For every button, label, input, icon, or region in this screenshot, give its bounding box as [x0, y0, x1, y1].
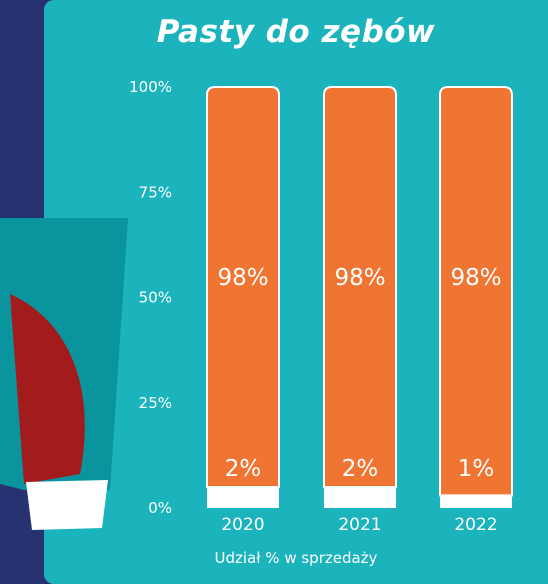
tube-swoosh — [10, 294, 85, 484]
bar-segment-bottom — [440, 495, 512, 508]
bars: 98% 2% 98% 2% 98% 1% — [206, 86, 513, 508]
category-label: 2021 — [338, 515, 381, 535]
bar-label-top: 98% — [217, 265, 268, 291]
y-tick-label: 50% — [139, 289, 172, 307]
category-label: 2020 — [221, 515, 264, 535]
bar-segment-top — [323, 86, 397, 488]
chart-title: Pasty do zębów — [156, 14, 436, 50]
toothpaste-tube-icon — [0, 218, 128, 530]
bar-segment-top — [439, 86, 513, 497]
y-tick-label: 25% — [139, 394, 172, 412]
bar-label-bottom: 1% — [458, 456, 495, 482]
y-tick-label: 100% — [129, 78, 172, 96]
tube-cap — [26, 480, 108, 530]
bar-segment-bottom — [324, 486, 396, 508]
bar-label-bottom: 2% — [342, 456, 379, 482]
y-tick-label: 75% — [139, 183, 172, 201]
bar-label-bottom: 2% — [225, 456, 262, 482]
y-tick-label: 0% — [148, 499, 172, 517]
y-axis-ticks: 0% 25% 50% 75% 100% — [129, 78, 172, 517]
bar-label-top: 98% — [334, 265, 385, 291]
x-axis-label: Udział % w sprzedaży — [214, 549, 378, 567]
bar-segment-bottom — [207, 486, 279, 508]
category-label: 2022 — [454, 515, 497, 535]
bar-segment-top — [206, 86, 280, 488]
category-labels: 2020 2021 2022 — [221, 515, 497, 535]
bar-label-top: 98% — [450, 265, 501, 291]
